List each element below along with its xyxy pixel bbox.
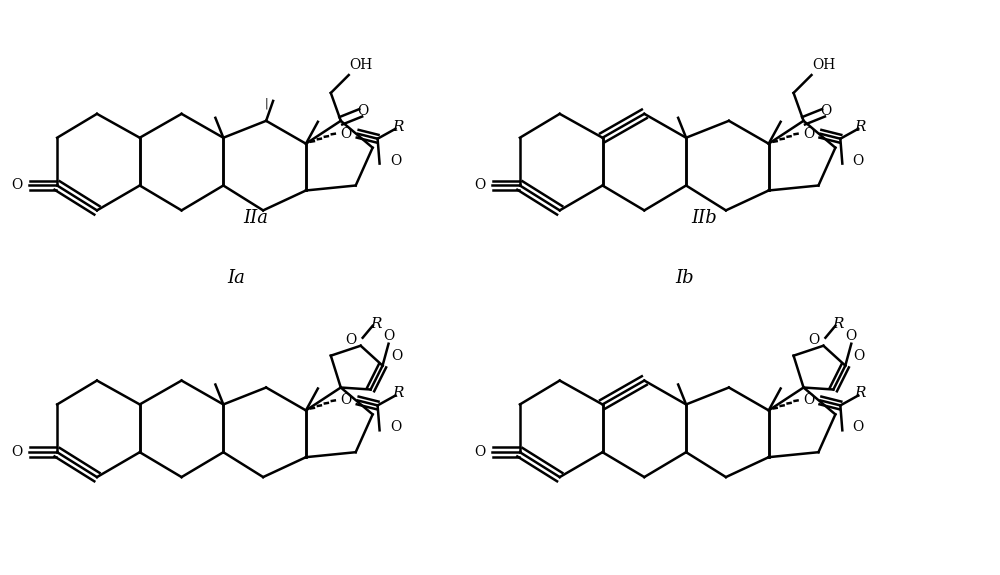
Text: O: O bbox=[12, 178, 23, 193]
Text: R: R bbox=[392, 386, 403, 400]
Text: O: O bbox=[820, 104, 831, 118]
Text: O: O bbox=[383, 329, 394, 343]
Text: O: O bbox=[808, 333, 819, 347]
Text: R: R bbox=[833, 317, 844, 331]
Text: O: O bbox=[345, 333, 356, 347]
Text: IIb: IIb bbox=[691, 209, 717, 227]
Text: O: O bbox=[853, 420, 864, 434]
Text: O: O bbox=[474, 445, 486, 459]
Text: R: R bbox=[855, 120, 866, 134]
Text: O: O bbox=[12, 445, 23, 459]
Text: OH: OH bbox=[349, 58, 372, 72]
Text: R: R bbox=[392, 120, 403, 134]
Text: Ib: Ib bbox=[675, 269, 693, 287]
Text: O: O bbox=[340, 126, 351, 141]
Text: R: R bbox=[855, 386, 866, 400]
Text: O: O bbox=[853, 154, 864, 168]
Text: IIa: IIa bbox=[244, 209, 269, 227]
Text: O: O bbox=[474, 178, 486, 193]
Text: O: O bbox=[803, 126, 814, 141]
Text: O: O bbox=[340, 393, 351, 408]
Text: O: O bbox=[391, 348, 402, 363]
Text: O: O bbox=[357, 104, 368, 118]
Text: O: O bbox=[803, 393, 814, 408]
Text: |: | bbox=[264, 97, 268, 109]
Text: O: O bbox=[390, 420, 401, 434]
Text: Ia: Ia bbox=[227, 269, 245, 287]
Text: OH: OH bbox=[812, 58, 835, 72]
Text: O: O bbox=[390, 154, 401, 168]
Text: O: O bbox=[846, 329, 857, 343]
Text: R: R bbox=[370, 317, 381, 331]
Text: O: O bbox=[854, 348, 865, 363]
